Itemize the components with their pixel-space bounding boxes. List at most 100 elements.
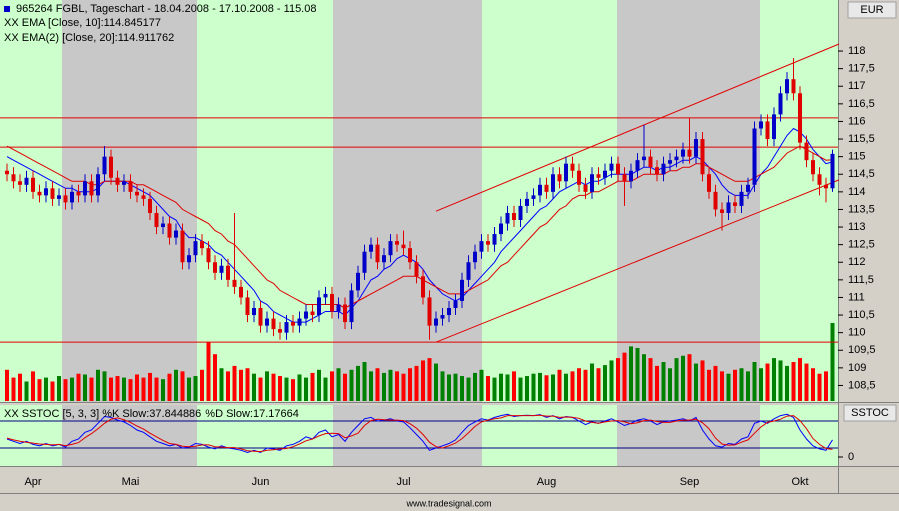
volume-bar <box>499 373 503 401</box>
volume-bar <box>713 365 718 401</box>
volume-bar <box>746 371 750 401</box>
candle-body <box>525 198 529 206</box>
candle-body <box>161 223 165 228</box>
volume-bar <box>128 379 133 401</box>
y-tick-label: 115 <box>848 151 866 163</box>
volume-bar <box>642 354 646 401</box>
volume-bar <box>531 373 536 401</box>
volume-bar <box>655 365 659 401</box>
candle-body <box>791 79 796 94</box>
candle-body <box>752 128 757 185</box>
candle-body <box>648 156 653 168</box>
candle-body <box>583 184 588 192</box>
candle-body <box>694 139 698 157</box>
candle-body <box>115 177 120 185</box>
shade <box>333 0 482 466</box>
candle-body <box>148 198 152 213</box>
volume-bar <box>239 369 243 401</box>
candle-body <box>661 163 666 175</box>
volume-bar <box>551 374 555 401</box>
volume-bar <box>791 362 796 401</box>
volume-bar <box>544 375 549 401</box>
candle-body <box>24 177 29 185</box>
volume-bar <box>245 368 250 401</box>
candle-body <box>96 174 100 196</box>
candle-body <box>544 184 549 192</box>
candle-body <box>635 160 640 171</box>
candle-body <box>570 163 575 171</box>
volume-bar <box>525 376 529 401</box>
y-tick-label: 108,5 <box>848 379 876 391</box>
y-tick-label: 117,5 <box>848 63 875 75</box>
volume-bar <box>115 376 120 401</box>
candle-body <box>551 174 555 192</box>
candle-body <box>590 174 594 192</box>
candle-body <box>804 142 809 161</box>
volume-bar <box>109 377 113 401</box>
x-tick-label: Apr <box>24 476 41 488</box>
volume-bar <box>700 360 705 401</box>
candle-body <box>642 156 646 161</box>
volume-bar <box>570 371 575 401</box>
ema-line <box>6 145 833 309</box>
volume-bar <box>726 373 731 401</box>
volume-bar <box>557 369 562 401</box>
candle-body <box>258 308 263 326</box>
volume-bar <box>265 371 269 401</box>
volume-bar <box>739 368 744 401</box>
volume-bar <box>590 363 594 401</box>
candle-body <box>89 181 94 196</box>
volume-bar <box>817 373 822 401</box>
x-tick-label: Sep <box>680 476 700 488</box>
volume-bar <box>648 358 653 401</box>
candle-body <box>44 188 48 196</box>
volume-bar <box>395 371 399 401</box>
candle-body <box>362 251 367 273</box>
candle-body <box>421 276 425 298</box>
candle-body <box>284 322 289 333</box>
candle-body <box>499 223 503 235</box>
candle-body <box>726 202 731 213</box>
volume-bar <box>518 377 523 401</box>
candle-body <box>11 174 16 182</box>
volume-bar <box>187 377 191 401</box>
volume-bar <box>70 377 74 401</box>
volume-bar <box>414 365 419 401</box>
candle-body <box>778 93 783 115</box>
candle-body <box>577 170 581 185</box>
candle-body <box>76 191 81 196</box>
candle-body <box>193 241 198 256</box>
candle-body <box>226 265 230 280</box>
y-tick-label: 109,5 <box>848 344 876 356</box>
candle-body <box>323 293 328 298</box>
candle-body <box>37 191 42 196</box>
candle-body <box>603 170 607 178</box>
candle-body <box>245 297 250 316</box>
candle-body <box>369 244 373 252</box>
y-tick-label: 111 <box>848 291 865 303</box>
candle-body <box>349 290 354 323</box>
volume-bar <box>200 369 204 401</box>
volume-bar <box>707 369 711 401</box>
volume-bar <box>349 369 354 401</box>
volume-bar <box>206 342 211 401</box>
candle-body <box>271 318 276 330</box>
volume-bar <box>323 377 328 401</box>
volume-bar <box>733 369 737 401</box>
volume-bar <box>479 369 484 401</box>
candle-body <box>518 205 523 221</box>
candle-body <box>336 304 341 312</box>
volume-bar <box>271 373 276 401</box>
volume-bar <box>232 365 237 401</box>
candle-body <box>505 212 510 224</box>
candle-body <box>265 318 269 326</box>
volume-bar <box>785 365 789 401</box>
volume-bar <box>681 355 685 401</box>
volume-bar <box>824 371 828 401</box>
candle-body <box>70 191 74 203</box>
volume-bar <box>687 354 692 401</box>
candle-body <box>733 202 737 206</box>
volume-bar <box>765 363 770 401</box>
candle-body <box>824 184 828 189</box>
